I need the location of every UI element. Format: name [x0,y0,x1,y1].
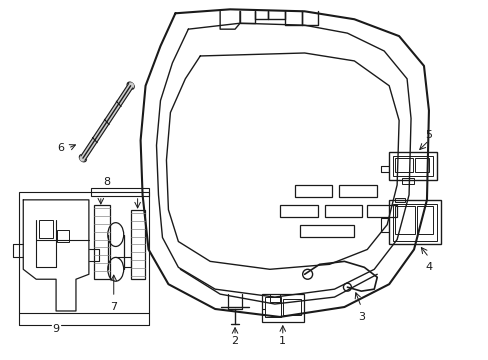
Bar [294,185,332,197]
Bar [414,158,428,172]
Bar [401,178,413,184]
Bar [264,297,280,317]
Text: 3: 3 [357,312,364,322]
Bar [299,225,354,237]
Bar [392,204,436,240]
Bar [394,206,414,234]
Text: 7: 7 [110,302,117,312]
Bar [282,299,300,315]
Text: 4: 4 [425,262,431,272]
Text: 2: 2 [231,336,238,346]
Bar [394,158,412,172]
Text: 9: 9 [52,324,60,334]
Bar [388,200,440,244]
Text: 5: 5 [425,130,431,140]
Bar [130,210,144,279]
Bar [394,198,404,202]
Bar [91,188,148,196]
Bar [388,152,436,180]
Bar [366,205,396,217]
Text: 1: 1 [279,336,285,346]
Text: 8: 8 [103,177,110,187]
Bar [324,205,362,217]
Bar [57,230,69,242]
Bar [39,220,53,238]
Bar [279,205,317,217]
Bar [416,206,432,234]
Bar [262,294,303,322]
Bar [94,205,109,279]
Text: 6: 6 [58,143,64,153]
Bar [19,192,148,313]
Bar [392,156,432,176]
Bar [269,294,279,302]
Bar [339,185,376,197]
